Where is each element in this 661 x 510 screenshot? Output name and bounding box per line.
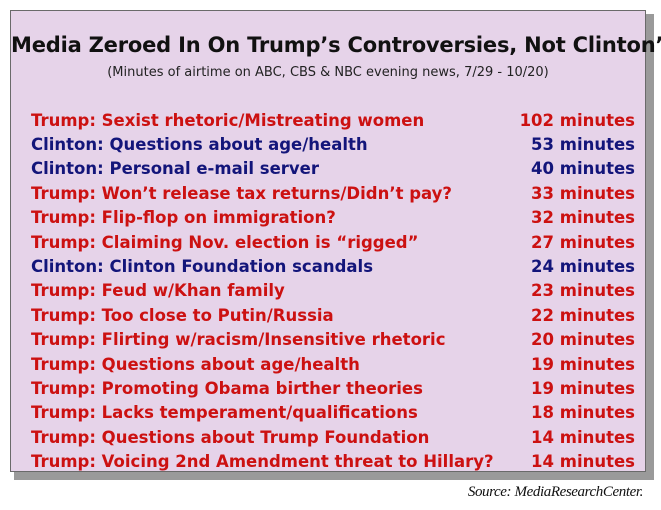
row-label: Trump: Questions about Trump Foundation	[31, 427, 430, 447]
data-rows: Trump: Sexist rhetoric/Mistreating women…	[31, 108, 635, 474]
row-label: Trump: Sexist rhetoric/Mistreating women	[31, 110, 425, 130]
row-value: 19 minutes	[531, 378, 635, 398]
row-value: 102 minutes	[519, 110, 635, 130]
row-label: Trump: Questions about age/health	[31, 354, 360, 374]
table-row: Trump: Lacks temperament/qualifications 1…	[31, 401, 635, 425]
table-row: Trump: Questions about age/health 19 minu…	[31, 352, 635, 376]
row-label: Clinton: Clinton Foundation scandals	[31, 257, 374, 277]
row-value: 19 minutes	[531, 354, 635, 374]
row-value: 33 minutes	[531, 183, 635, 203]
row-value: 14 minutes	[531, 452, 635, 472]
chart-title: Media Zeroed In On Trump’s Controversies…	[11, 33, 661, 57]
chart-subtitle: (Minutes of airtime on ABC, CBS & NBC ev…	[107, 65, 549, 80]
row-label: Trump: Claiming Nov. election is “rigged…	[31, 232, 419, 252]
row-value: 18 minutes	[531, 403, 635, 423]
row-value: 24 minutes	[531, 257, 635, 277]
row-label: Trump: Promoting Obama birther theories	[31, 378, 423, 398]
row-value: 20 minutes	[531, 330, 635, 350]
row-label: Trump: Voicing 2nd Amendment threat to H…	[31, 452, 494, 472]
row-label: Trump: Lacks temperament/qualifications	[31, 403, 418, 423]
table-row: Trump: Won’t release tax returns/Didn’t …	[31, 181, 635, 205]
table-row: Trump: Promoting Obama birther theories 1…	[31, 376, 635, 400]
row-value: 32 minutes	[531, 208, 635, 228]
row-value: 22 minutes	[531, 305, 635, 325]
table-row: Clinton: Clinton Foundation scandals 24 m…	[31, 254, 635, 278]
table-row: Trump: Sexist rhetoric/Mistreating women…	[31, 108, 635, 132]
table-row: Trump: Claiming Nov. election is “rigged…	[31, 230, 635, 254]
table-row: Trump: Flirting w/racism/Insensitive rhe…	[31, 328, 635, 352]
row-value: 53 minutes	[531, 135, 635, 155]
row-value: 14 minutes	[531, 427, 635, 447]
chart-panel: Media Zeroed In On Trump’s Controversies…	[10, 10, 661, 474]
row-value: 27 minutes	[531, 232, 635, 252]
row-label: Clinton: Personal e-mail server	[31, 159, 319, 179]
source-credit: Source: MediaResearchCenter.	[467, 484, 644, 500]
table-row: Clinton: Personal e-mail server 40 minute…	[31, 157, 635, 181]
row-label: Trump: Too close to Putin/Russia	[31, 305, 334, 325]
row-label: Trump: Flirting w/racism/Insensitive rhe…	[31, 330, 446, 350]
row-label: Clinton: Questions about age/health	[31, 135, 368, 155]
table-row: Trump: Voicing 2nd Amendment threat to H…	[31, 449, 635, 473]
row-value: 23 minutes	[531, 281, 635, 301]
table-row: Trump: Questions about Trump Foundation 1…	[31, 425, 635, 449]
row-label: Trump: Flip-flop on immigration?	[31, 208, 336, 228]
table-row: Clinton: Questions about age/health 53 mi…	[31, 132, 635, 156]
row-label: Trump: Won’t release tax returns/Didn’t …	[31, 183, 453, 203]
table-row: Trump: Flip-flop on immigration? 32 minut…	[31, 206, 635, 230]
table-row: Trump: Feud w/Khan family 23 minutes	[31, 279, 635, 303]
table-row: Trump: Too close to Putin/Russia 22 minut…	[31, 303, 635, 327]
row-label: Trump: Feud w/Khan family	[31, 281, 285, 301]
row-value: 40 minutes	[531, 159, 635, 179]
